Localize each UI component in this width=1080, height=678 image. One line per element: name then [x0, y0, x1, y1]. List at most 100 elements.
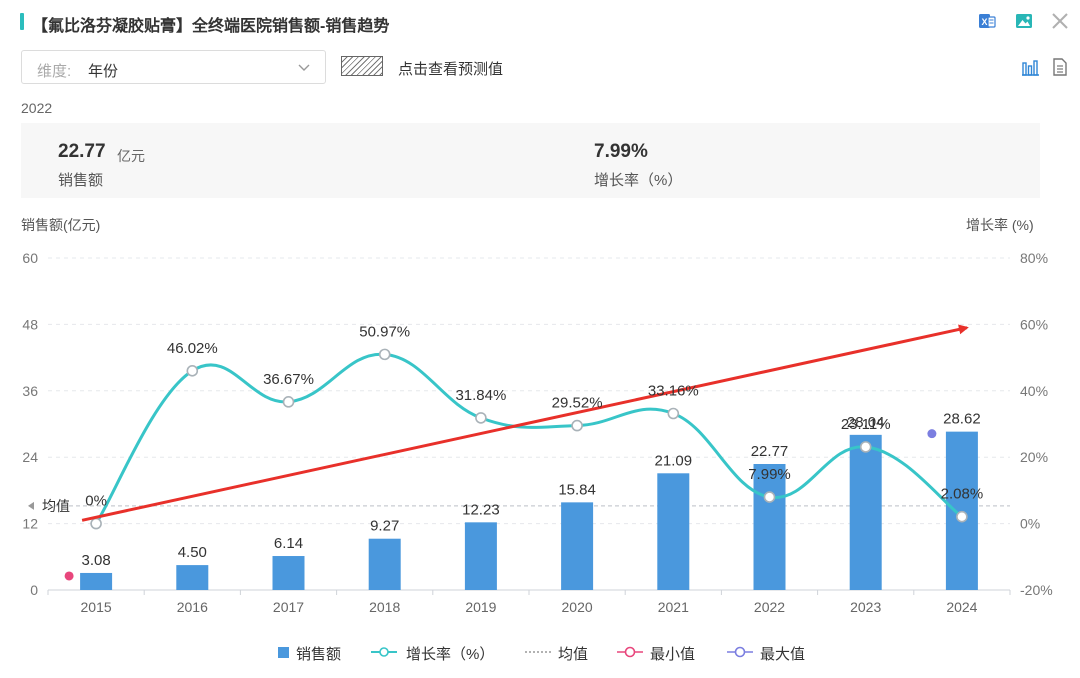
sales-kpi-unit: 亿元	[117, 148, 145, 164]
dimension-label: 维度:	[37, 63, 72, 80]
legend-max-label: 最大值	[760, 646, 806, 663]
bar-value-label: 9.27	[370, 518, 399, 535]
summary-year: 2022	[21, 100, 53, 116]
right-axis-tick: 20%	[1020, 449, 1048, 465]
bar-value-label: 4.50	[178, 544, 207, 561]
legend-min-label: 最小值	[650, 646, 696, 663]
growth-value-label: 23.11%	[841, 416, 891, 433]
x-axis-tick-label: 2023	[850, 599, 881, 615]
right-axis-tick: 80%	[1020, 250, 1048, 266]
left-axis-tick: 12	[22, 516, 38, 532]
forecast-label[interactable]: 点击查看预测值	[398, 61, 504, 78]
bar-2020	[561, 502, 594, 590]
image-export-icon[interactable]	[1014, 11, 1034, 31]
bar-value-label: 22.77	[751, 443, 789, 460]
x-axis-tick-label: 2019	[465, 599, 496, 615]
bar-value-label: 12.23	[462, 501, 500, 518]
legend-sales-swatch	[278, 647, 289, 658]
excel-export-icon[interactable]: X	[977, 11, 997, 31]
bar-value-label: 21.09	[655, 452, 693, 469]
bar-2018	[368, 538, 401, 590]
right-axis-tick: 40%	[1020, 383, 1048, 399]
close-icon[interactable]	[1050, 11, 1070, 31]
growth-point-2022	[763, 491, 776, 503]
x-axis-tick-label: 2018	[369, 599, 400, 615]
growth-value-label: 33.16%	[648, 383, 699, 400]
x-axis-tick-label: 2022	[754, 599, 785, 615]
left-axis-tick: 36	[22, 383, 38, 399]
growth-value-label: 46.02%	[167, 340, 218, 357]
svg-text:X: X	[981, 17, 987, 27]
dimension-value: 年份	[88, 63, 119, 80]
bar-chart-view-icon[interactable]	[1020, 57, 1040, 77]
right-axis-title: 增长率 (%)	[966, 217, 1034, 233]
bar-value-label: 6.14	[274, 535, 303, 552]
bar-2021	[657, 473, 690, 590]
dimension-select[interactable]: 维度: 年份	[21, 50, 326, 84]
bar-2017	[272, 556, 305, 590]
growth-point-2016	[186, 365, 199, 377]
max-value-marker	[927, 429, 937, 439]
growth-rate-line	[94, 352, 963, 525]
bar-value-label: 28.04	[847, 414, 885, 431]
bar-value-label: 3.08	[81, 552, 110, 569]
table-view-icon[interactable]	[1050, 57, 1070, 77]
chevron-down-icon	[298, 64, 310, 71]
average-label: 均值	[42, 498, 70, 514]
chart-legend: 销售额 增长率（%） 均值 最小值 最大值	[0, 642, 1080, 663]
legend-sales-label: 销售额	[296, 646, 342, 663]
growth-kpi-label: 增长率（%）	[594, 172, 683, 189]
left-axis-title: 销售额(亿元)	[21, 217, 101, 233]
left-axis-tick: 60	[22, 250, 38, 266]
sales-kpi-value: 22.77	[58, 141, 106, 162]
left-axis-tick: 24	[22, 449, 38, 465]
growth-point-2019	[475, 412, 487, 424]
legend-average-swatch	[525, 651, 551, 653]
growth-value-label: 29.52%	[552, 395, 603, 412]
right-axis-tick: 0%	[1020, 516, 1040, 532]
chart-toolbar: 维度: 年份 点击查看预测值	[0, 48, 1080, 88]
forecast-toggle[interactable]	[341, 56, 383, 76]
growth-point-2020	[571, 419, 583, 432]
bar-2024	[945, 431, 978, 590]
chart-plot: 0 12 24 36 48 60 -20% 0% 20% 40% 60% 80% 2015 2016 201…	[22, 250, 1053, 615]
bar-2019	[464, 522, 497, 590]
legend-growth-swatch	[371, 647, 397, 657]
growth-point-2018	[378, 348, 391, 361]
growth-kpi-value: 7.99%	[594, 141, 648, 162]
legend-max-swatch	[727, 646, 753, 658]
right-axis-tick: 60%	[1020, 316, 1048, 332]
summary-panel: 22.77 亿元 销售额 7.99% 增长率（%）	[21, 123, 1040, 198]
right-axis-tick: -20%	[1020, 582, 1053, 598]
trend-arrow	[81, 324, 969, 522]
legend-growth-label: 增长率（%）	[406, 646, 495, 663]
bar-2023	[849, 434, 882, 590]
growth-point-2024	[956, 510, 968, 523]
title-accent-bar	[20, 13, 24, 30]
chart-title: 【氟比洛芬凝胶贴膏】全终端医院销售额-销售趋势	[32, 18, 390, 35]
x-axis-tick-label: 2015	[81, 599, 112, 615]
left-axis-tick: 48	[22, 316, 38, 332]
average-marker	[28, 501, 34, 510]
legend-average-label: 均值	[558, 646, 589, 663]
growth-point-2021	[667, 407, 680, 420]
bar-2022	[753, 464, 786, 590]
growth-value-label: 36.67%	[263, 371, 314, 388]
growth-value-label: 2.08%	[941, 486, 984, 503]
x-axis-tick-label: 2016	[177, 599, 208, 615]
x-axis-tick-label: 2024	[946, 599, 977, 615]
min-value-marker	[64, 571, 74, 581]
growth-value-label: 31.84%	[455, 387, 506, 404]
bar-2016	[176, 565, 209, 590]
growth-value-label: 7.99%	[748, 466, 791, 483]
growth-value-label: 0%	[85, 493, 107, 510]
bar-value-label: 28.62	[943, 411, 981, 428]
growth-value-label: 50.97%	[359, 323, 410, 340]
chart-header: 【氟比洛芬凝胶贴膏】全终端医院销售额-销售趋势 X	[0, 0, 1080, 44]
bar-value-label: 15.84	[558, 481, 596, 498]
legend-min-swatch	[617, 646, 643, 658]
sales-kpi-label: 销售额	[58, 172, 104, 189]
growth-point-2023	[859, 441, 872, 453]
growth-point-2015	[90, 517, 102, 530]
x-axis-tick-label: 2017	[273, 599, 304, 615]
